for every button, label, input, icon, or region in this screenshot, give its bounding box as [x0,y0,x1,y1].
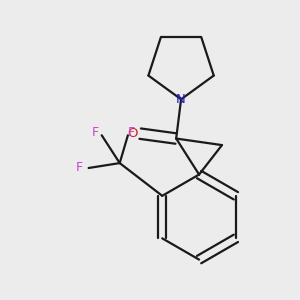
Text: F: F [128,125,135,139]
Text: O: O [128,127,138,140]
Text: F: F [75,161,82,175]
Text: F: F [92,125,99,139]
Text: N: N [176,93,186,106]
